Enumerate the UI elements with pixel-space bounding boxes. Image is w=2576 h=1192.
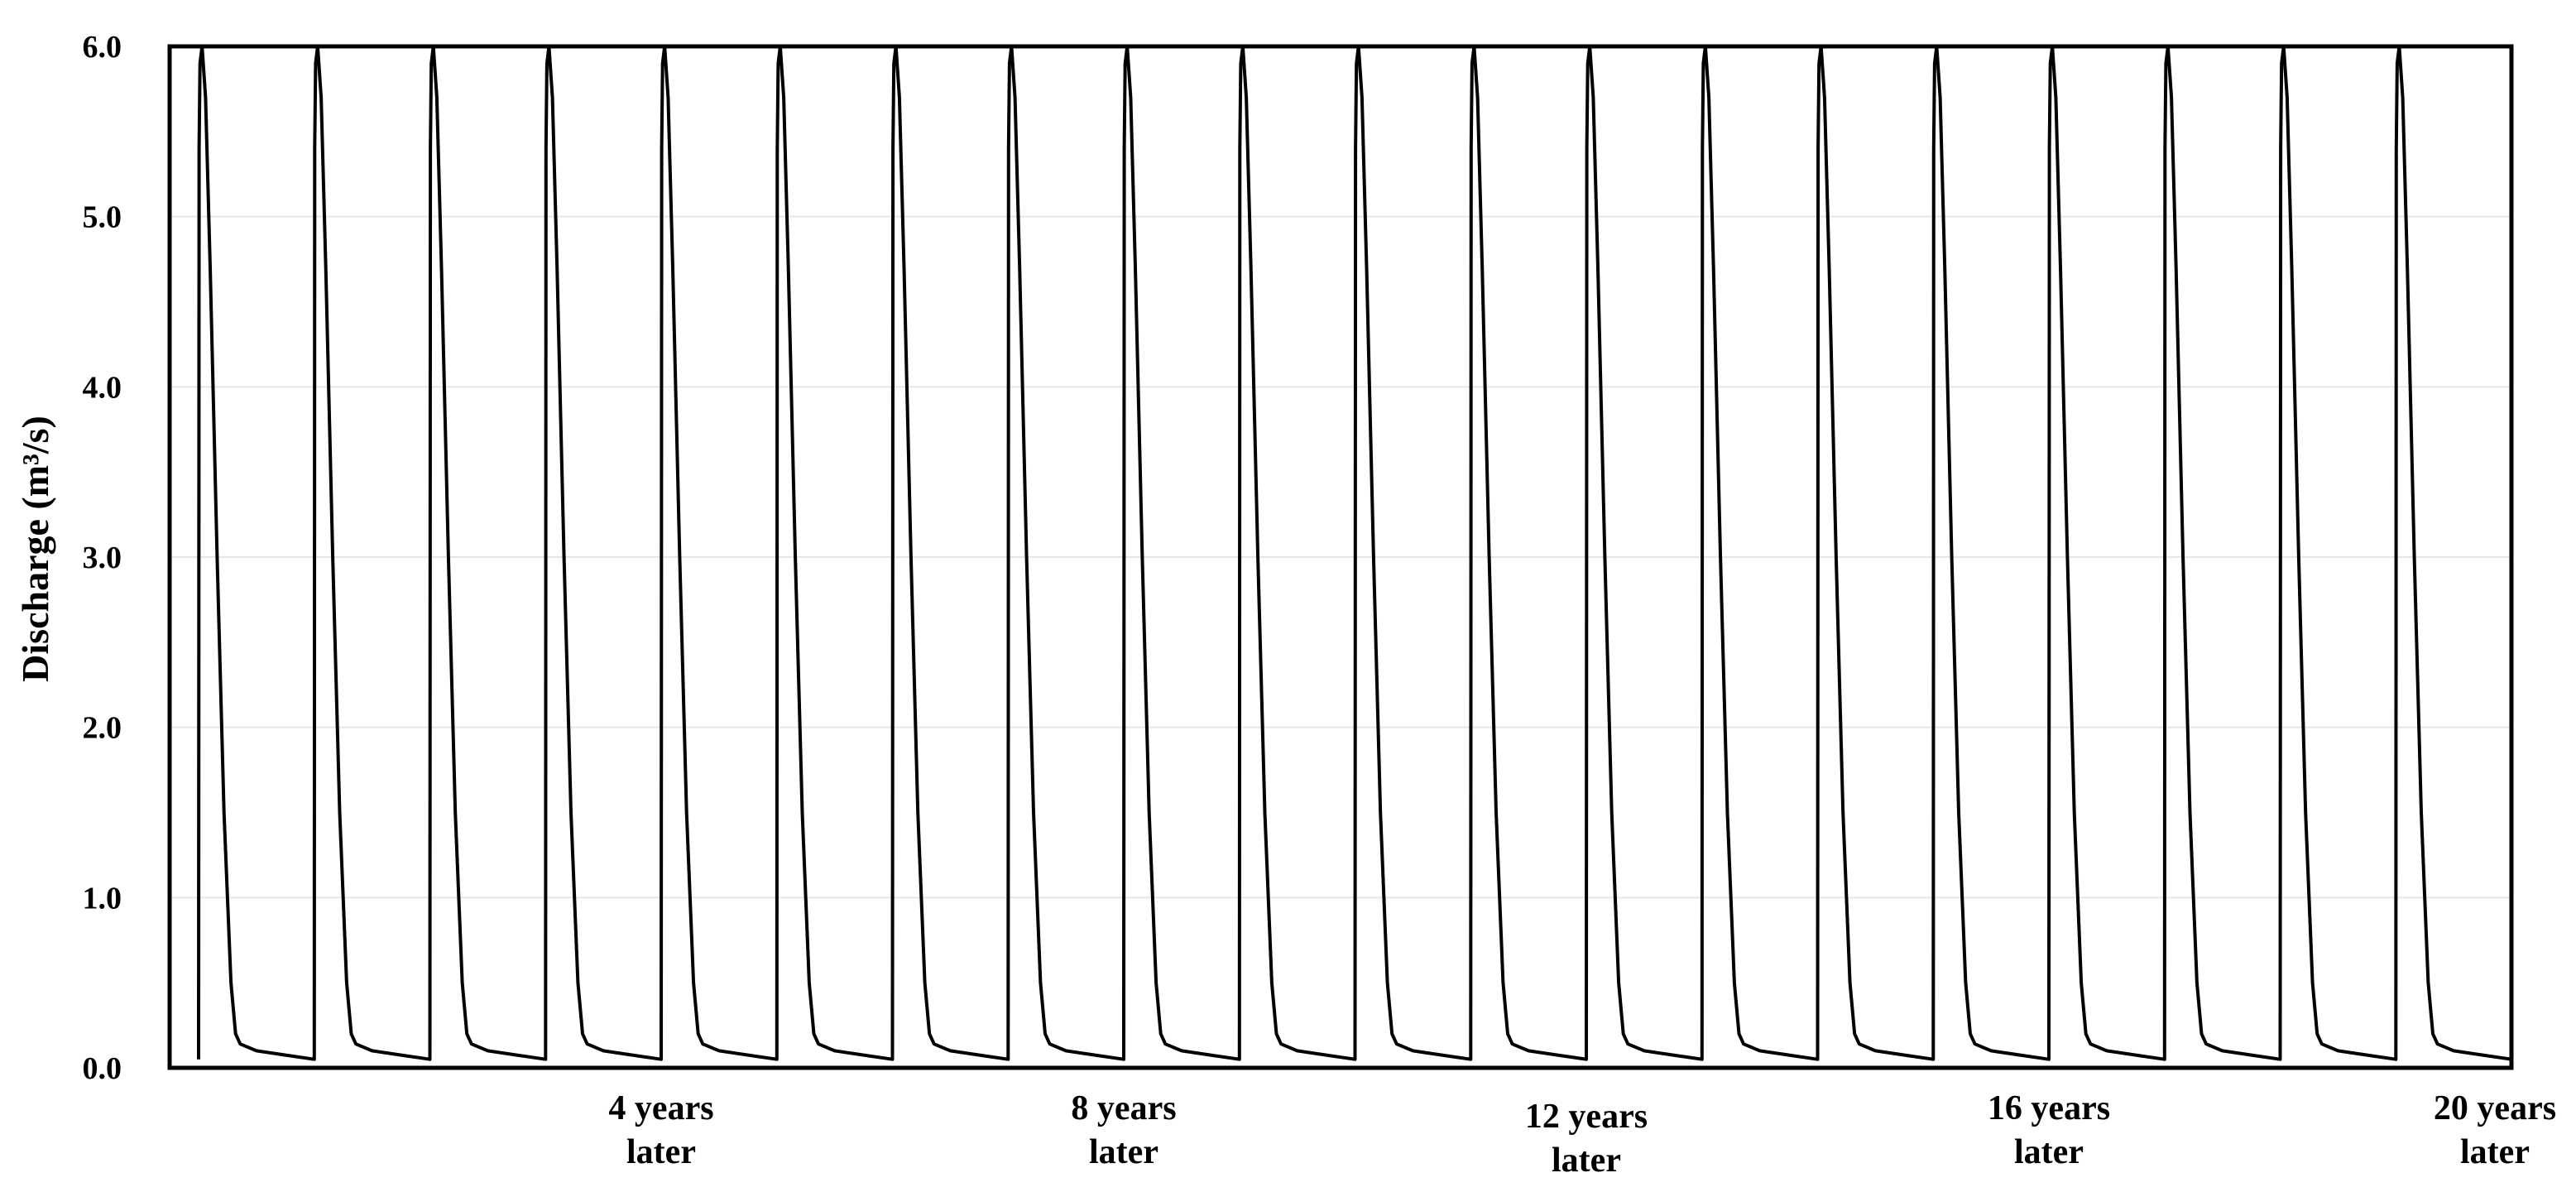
x-axis-category-labels: 4 years later 8 years later 12 years later 16 … (608, 1089, 2556, 1180)
plot-area-frame (167, 44, 2514, 1070)
x-category-label: 20 years later (2434, 1089, 2556, 1171)
grid-layer (170, 215, 2511, 899)
x-category-label: 8 years later (1071, 1089, 1176, 1171)
y-tick-label: 1.0 (83, 881, 122, 916)
y-axis-ticks: 0.0 1.0 2.0 3.0 4.0 5.0 6.0 (83, 30, 122, 1086)
x-category-label: 12 years later (1525, 1098, 1648, 1180)
x-category-label: 16 years later (1988, 1089, 2110, 1171)
y-tick-label: 5.0 (83, 200, 122, 235)
x-category-label: 4 years later (608, 1089, 713, 1171)
y-tick-label: 2.0 (83, 711, 122, 746)
y-tick-label: 6.0 (83, 30, 122, 65)
y-tick-label: 0.0 (83, 1051, 122, 1086)
y-tick-label: 3.0 (83, 541, 122, 575)
y-axis-title: Discharge (m³/s) (14, 416, 56, 682)
discharge-series-line (197, 45, 2512, 1061)
y-tick-label: 4.0 (83, 370, 122, 405)
